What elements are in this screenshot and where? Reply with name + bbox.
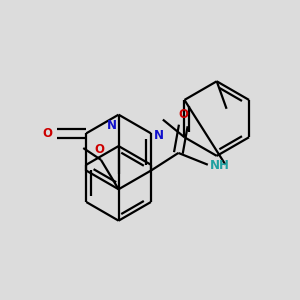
- Text: NH: NH: [210, 159, 230, 172]
- Text: O: O: [178, 108, 188, 121]
- Text: O: O: [42, 127, 52, 140]
- Text: O: O: [94, 143, 104, 156]
- Text: N: N: [106, 118, 117, 132]
- Text: N: N: [154, 129, 164, 142]
